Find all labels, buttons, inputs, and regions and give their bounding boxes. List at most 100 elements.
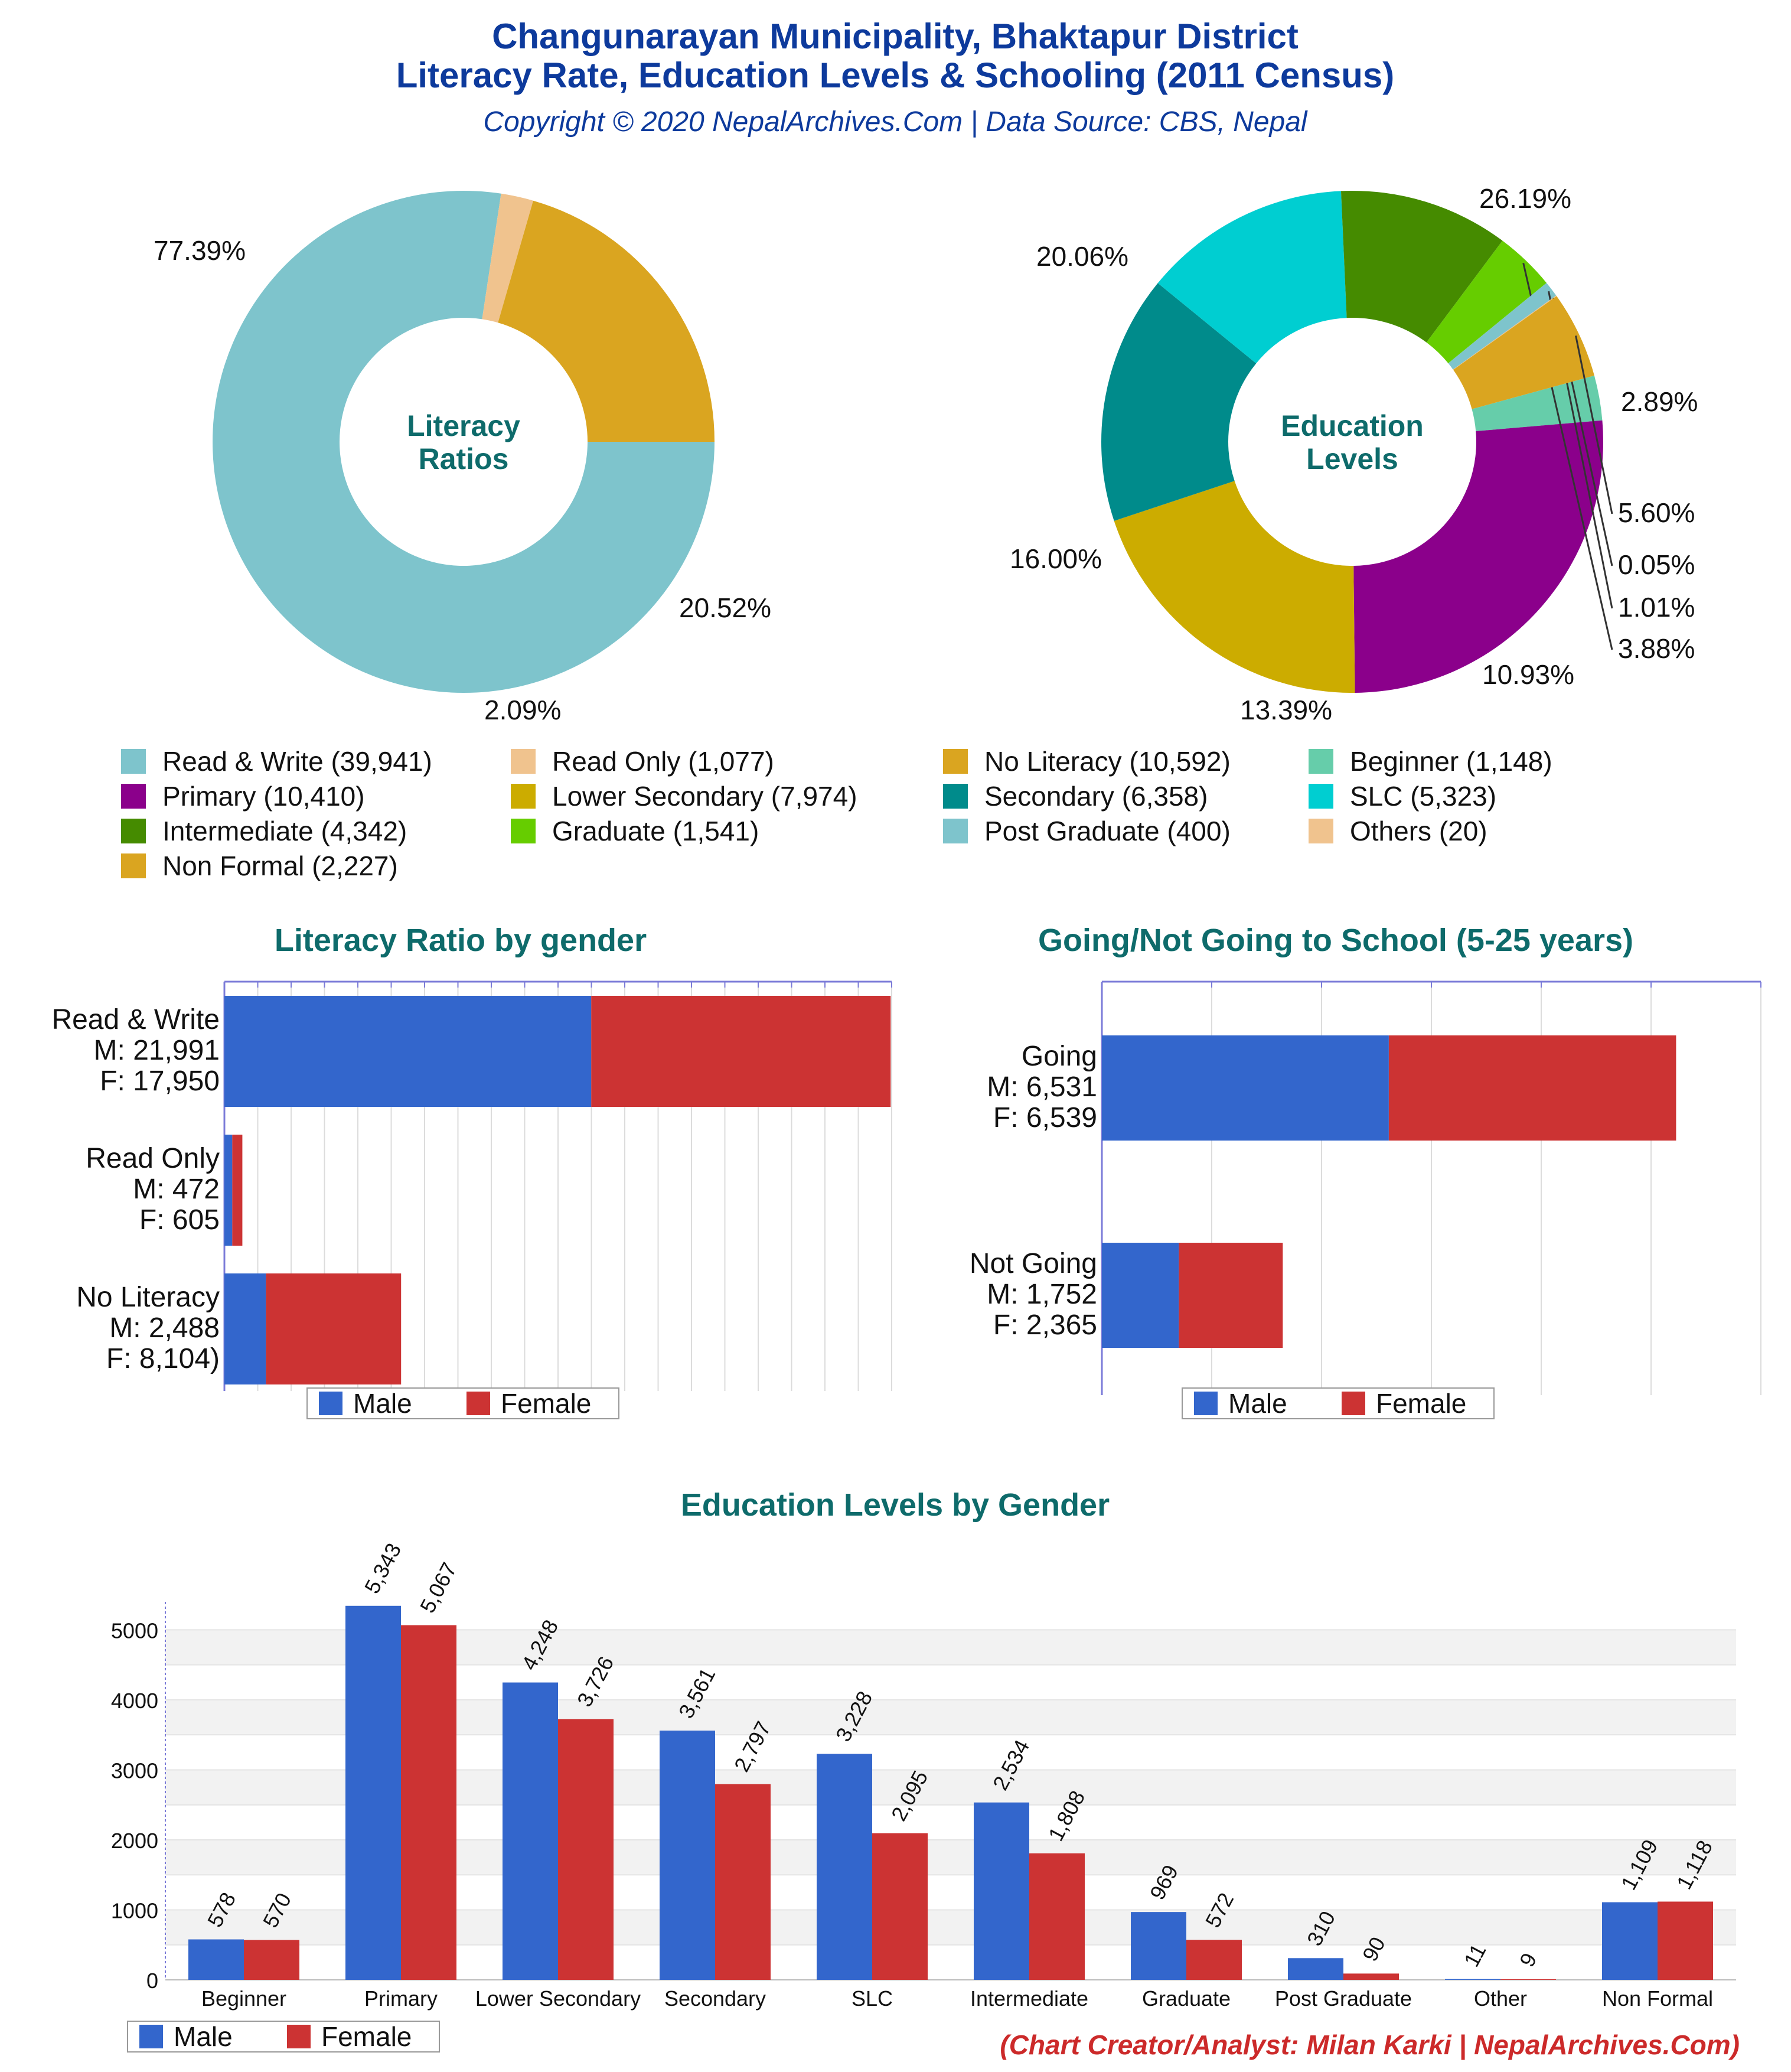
- education-gender-bar-non-formal-female: [1658, 1901, 1713, 1980]
- education-gender-ytick-2000: 2000: [111, 1829, 158, 1853]
- legend-label-primary-10-410: Primary (10,410): [162, 781, 365, 812]
- education-gender-ytick-4000: 4000: [111, 1689, 158, 1713]
- donut-legend: Read & Write (39,941) Read Only (1,077) No…: [121, 746, 1552, 881]
- legend-swatch-graduate-1-541: [511, 819, 536, 843]
- education-gender-bar-post-graduate-female: [1343, 1973, 1399, 1980]
- literacy_donut-slice-no-literacy-10-592: [498, 200, 715, 442]
- legend-swatch-no-literacy-10-592: [943, 749, 968, 774]
- education-gender-bar-primary-male: [345, 1605, 401, 1980]
- education-gender-xtick-slc: SLC: [852, 1986, 893, 2011]
- legend-label-graduate-1-541: Graduate (1,541): [552, 816, 759, 846]
- literacy_donut-slice-read-write-39-941: [212, 191, 715, 693]
- school_gender-bar-not-going-male: [1102, 1243, 1179, 1348]
- education-gender-bar-lower-secondary-female: [558, 1719, 614, 1980]
- legend-swatch-lower-secondary-7-974: [511, 784, 536, 809]
- education_donut-slice-graduate-1-541: [1426, 240, 1547, 364]
- education_donut-slice-lower-secondary-7-974: [1114, 481, 1355, 693]
- education_donut-slice-intermediate-4-342: [1340, 191, 1503, 343]
- legend-swatch-primary-10-410: [121, 784, 146, 809]
- literacy-gender-legend-swatch-female: [466, 1392, 490, 1415]
- school-gender-legend-label-female: Female: [1376, 1388, 1466, 1419]
- education_donut-slice-post-graduate-400: [1448, 282, 1557, 370]
- legend-label-no-literacy-10-592: No Literacy (10,592): [984, 746, 1231, 777]
- education_donut-slice-slc-5-323: [1157, 191, 1347, 364]
- education-gender-ytick-3000: 3000: [111, 1758, 158, 1783]
- school-gender-legend-swatch-male: [1194, 1392, 1218, 1415]
- literacy_donut-center-label-2: Ratios: [419, 442, 509, 475]
- education-gender-legend-box: [127, 2021, 440, 2053]
- literacy_gender-category-label-read-write-1: M: 21,991: [94, 1035, 220, 1066]
- legend-swatch-secondary-6-358: [943, 784, 968, 809]
- chart-credit: (Chart Creator/Analyst: Milan Karki | Ne…: [1000, 2029, 1740, 2060]
- education-gender-title: Education Levels by Gender: [681, 1487, 1110, 1523]
- education-gender-legend-label-male: Male: [174, 2021, 233, 2052]
- education-gender-bar-post-graduate-male: [1288, 1958, 1343, 1980]
- education-gender-ytick-5000: 5000: [111, 1618, 158, 1643]
- education-gender-bar-graduate-female: [1186, 1940, 1242, 1980]
- school-gender-legend-label-male: Male: [1228, 1388, 1287, 1419]
- legend-swatch-read-write-39-941: [121, 749, 146, 774]
- legend-label-non-formal-2-227: Non Formal (2,227): [162, 851, 398, 881]
- education-gender-data-label-primary-male: 5,343: [360, 1539, 406, 1598]
- legend-swatch-post-graduate-400: [943, 819, 968, 843]
- education-gender-ytick-0: 0: [146, 1969, 158, 1993]
- school-gender-title: Going/Not Going to School (5-25 years): [1038, 923, 1633, 958]
- literacy-gender-legend-label-male: Male: [353, 1388, 412, 1419]
- education-gender-bar-primary-female: [401, 1625, 456, 1980]
- school_gender-category-label-going-2: F: 6,539: [993, 1102, 1097, 1133]
- education_donut-pct-0: 2.89%: [1621, 386, 1698, 417]
- legend-label-beginner-1-148: Beginner (1,148): [1350, 746, 1552, 777]
- education_donut-pct-7: 1.01%: [1618, 592, 1695, 623]
- literacy_gender-bar-no-literacy-male: [224, 1273, 266, 1384]
- legend-label-slc-5-323: SLC (5,323): [1350, 781, 1496, 812]
- legend-swatch-non-formal-2-227: [121, 853, 146, 878]
- education-gender-xtick-primary: Primary: [364, 1986, 438, 2011]
- education_donut-pct-6: 3.88%: [1618, 633, 1695, 664]
- legend-swatch-read-only-1-077: [511, 749, 536, 774]
- education-gender-bar-slc-male: [817, 1754, 872, 1980]
- education_donut-leader-9: [1575, 335, 1613, 514]
- literacy_donut-pct-1: 2.09%: [484, 695, 561, 725]
- literacy_gender-bar-read-only-male: [224, 1135, 233, 1246]
- literacy_gender-category-label-no-literacy-2: F: 8,104): [106, 1343, 220, 1374]
- education-gender-xtick-secondary: Secondary: [664, 1986, 766, 2011]
- education-gender-bar-intermediate-female: [1029, 1853, 1085, 1980]
- literacy_donut-pct-2: 20.52%: [679, 592, 771, 623]
- school_gender-category-label-not-going-0: Not Going: [970, 1248, 1097, 1279]
- education_donut-pct-2: 20.06%: [1036, 241, 1128, 272]
- education-gender-xtick-beginner: Beginner: [201, 1986, 286, 2011]
- education-gender-bar-secondary-female: [715, 1784, 771, 1980]
- education_donut-pct-3: 16.00%: [1010, 543, 1102, 574]
- education-gender-xtick-non-formal: Non Formal: [1602, 1986, 1713, 2011]
- literacy_donut-center-label-1: Literacy: [407, 409, 520, 442]
- education-gender-bar-slc-female: [872, 1833, 928, 1980]
- legend-swatch-beginner-1-148: [1309, 749, 1333, 774]
- education-gender-legend-swatch-male: [139, 2025, 163, 2048]
- literacy_gender-category-label-no-literacy-0: No Literacy: [76, 1282, 220, 1313]
- education-gender-legend-label-female: Female: [321, 2021, 412, 2052]
- education_donut-pct-4: 13.39%: [1240, 695, 1332, 725]
- legend-label-secondary-6-358: Secondary (6,358): [984, 781, 1208, 812]
- literacy_gender-category-label-read-only-2: F: 605: [139, 1204, 220, 1236]
- school_gender-category-label-going-1: M: 6,531: [987, 1071, 1097, 1103]
- literacy-gender-legend-label-female: Female: [501, 1388, 591, 1419]
- legend-swatch-others-20: [1309, 819, 1333, 843]
- education_donut-slice-secondary-6-358: [1101, 283, 1257, 521]
- education-gender-bar-other-female: [1500, 1979, 1556, 1980]
- education_donut-slice-others-20: [1453, 295, 1557, 370]
- education-gender-bar-other-male: [1445, 1979, 1500, 1980]
- education_donut-slice-beginner-1-148: [1472, 375, 1603, 432]
- education_donut-slice-primary-10-410: [1353, 420, 1603, 693]
- education-gender-bar-non-formal-male: [1602, 1902, 1658, 1980]
- legend-label-others-20: Others (20): [1350, 816, 1487, 846]
- education_donut-slice-non-formal-2-227: [1453, 296, 1594, 409]
- literacy-gender-legend-box: [306, 1387, 619, 1419]
- literacy-gender-legend-swatch-male: [319, 1392, 342, 1415]
- education-gender-ytick-1000: 1000: [111, 1898, 158, 1923]
- education-gender-legend-swatch-female: [287, 2025, 311, 2048]
- education_donut-pct-1: 26.19%: [1479, 183, 1571, 214]
